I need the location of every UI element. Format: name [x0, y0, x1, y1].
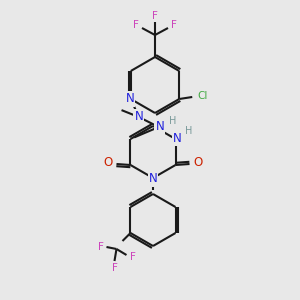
Text: F: F [152, 11, 158, 21]
Text: N: N [148, 172, 158, 185]
Text: O: O [104, 157, 113, 169]
Text: F: F [98, 242, 103, 252]
Text: O: O [193, 157, 202, 169]
Text: Cl: Cl [197, 91, 207, 101]
Text: H: H [185, 126, 192, 136]
Text: N: N [155, 121, 164, 134]
Text: N: N [134, 110, 143, 124]
Text: F: F [112, 263, 117, 273]
Text: F: F [130, 252, 135, 262]
Text: N: N [125, 92, 134, 106]
Text: H: H [169, 116, 176, 126]
Text: N: N [173, 131, 182, 145]
Text: F: F [171, 20, 177, 30]
Text: F: F [133, 20, 139, 30]
